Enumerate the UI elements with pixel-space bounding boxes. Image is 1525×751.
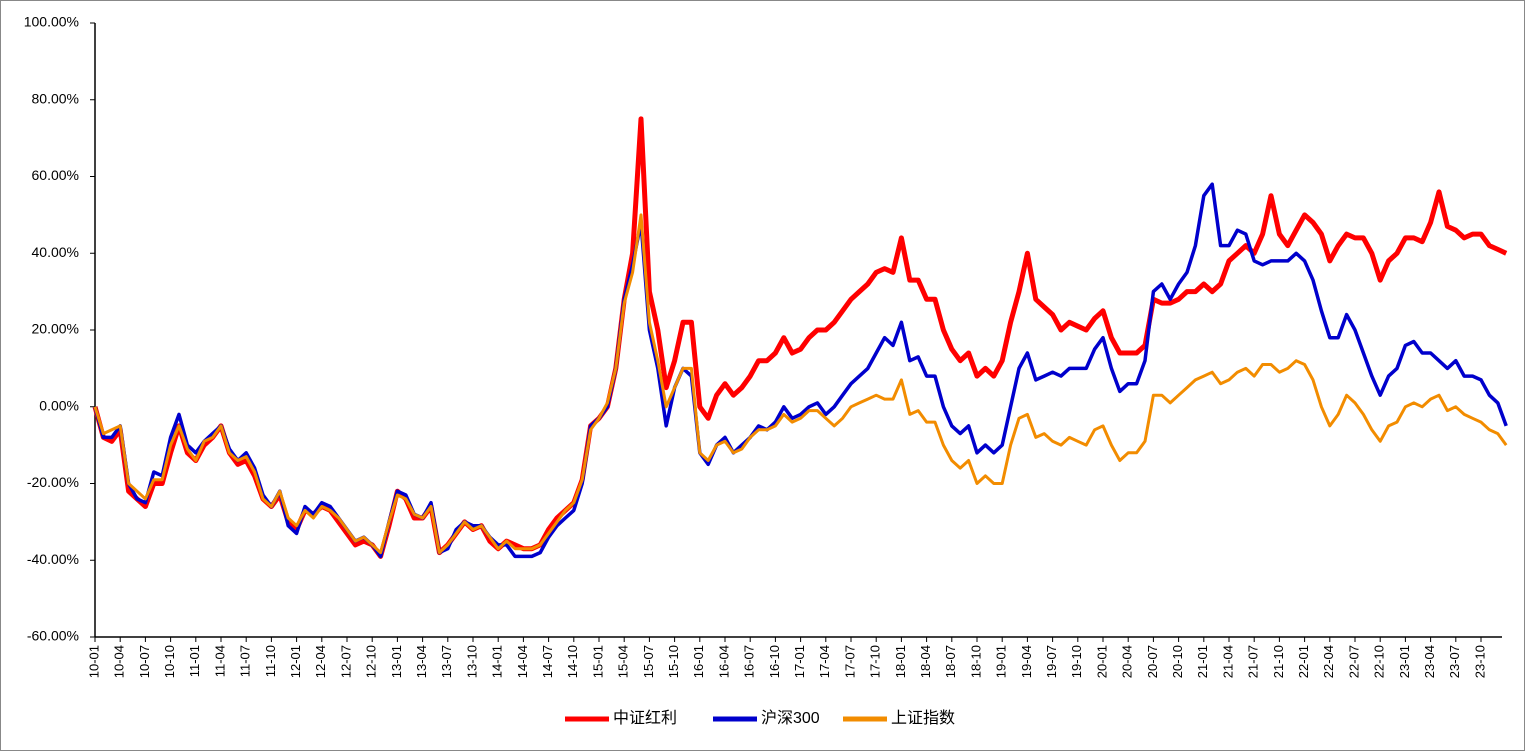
x-tick-label: 16-01 xyxy=(691,645,706,678)
x-tick-label: 11-07 xyxy=(238,645,253,677)
x-tick-label: 13-07 xyxy=(439,645,454,678)
x-tick-label: 23-07 xyxy=(1447,645,1462,678)
x-tick-label: 16-10 xyxy=(767,645,782,678)
y-tick-label: 0.00% xyxy=(39,397,79,413)
x-tick-label: 19-01 xyxy=(994,645,1009,678)
x-tick-label: 20-10 xyxy=(1170,645,1185,678)
x-tick-label: 18-01 xyxy=(893,645,908,678)
legend-label: 上证指数 xyxy=(891,709,955,727)
x-tick-label: 21-01 xyxy=(1195,645,1210,678)
x-tick-label: 19-07 xyxy=(1044,645,1059,678)
x-tick-label: 17-07 xyxy=(842,645,857,678)
x-tick-label: 12-10 xyxy=(364,645,379,678)
x-tick-label: 16-07 xyxy=(742,645,757,678)
x-tick-label: 21-10 xyxy=(1271,645,1286,678)
x-tick-label: 11-04 xyxy=(212,645,227,677)
x-tick-label: 11-10 xyxy=(263,645,278,677)
x-tick-label: 18-04 xyxy=(918,645,933,678)
legend-label: 中证红利 xyxy=(613,709,677,727)
x-tick-label: 17-04 xyxy=(817,645,832,678)
x-tick-label: 14-07 xyxy=(540,645,555,678)
x-tick-label: 20-01 xyxy=(1094,645,1109,678)
x-tick-label: 10-04 xyxy=(112,645,127,678)
x-tick-label: 22-01 xyxy=(1296,645,1311,678)
x-tick-label: 12-01 xyxy=(288,645,303,678)
x-tick-label: 10-01 xyxy=(86,645,101,678)
y-tick-label: 60.00% xyxy=(32,167,79,183)
x-tick-label: 14-10 xyxy=(565,645,580,678)
x-tick-label: 19-10 xyxy=(1069,645,1084,678)
x-tick-label: 14-01 xyxy=(490,645,505,678)
y-tick-label: 40.00% xyxy=(32,244,79,260)
x-tick-label: 15-07 xyxy=(641,645,656,678)
x-tick-label: 15-04 xyxy=(616,645,631,678)
x-tick-label: 23-10 xyxy=(1472,645,1487,678)
x-tick-label: 13-04 xyxy=(414,645,429,678)
x-tick-label: 18-10 xyxy=(968,645,983,678)
x-tick-label: 16-04 xyxy=(716,645,731,678)
x-tick-label: 14-04 xyxy=(515,645,530,678)
x-tick-label: 17-10 xyxy=(868,645,883,678)
x-tick-label: 22-10 xyxy=(1372,645,1387,678)
x-tick-label: 23-04 xyxy=(1422,645,1437,678)
x-tick-label: 13-01 xyxy=(389,645,404,678)
y-tick-label: 20.00% xyxy=(32,321,79,337)
x-tick-label: 22-04 xyxy=(1321,645,1336,678)
x-tick-label: 10-07 xyxy=(137,645,152,678)
x-tick-label: 15-10 xyxy=(666,645,681,678)
y-tick-label: -20.00% xyxy=(27,474,79,490)
x-tick-label: 15-01 xyxy=(590,645,605,678)
y-tick-label: -60.00% xyxy=(27,628,79,644)
x-tick-label: 17-01 xyxy=(792,645,807,678)
x-tick-label: 12-04 xyxy=(313,645,328,678)
legend-label: 沪深300 xyxy=(761,709,820,727)
y-tick-label: -40.00% xyxy=(27,551,79,567)
x-tick-label: 21-07 xyxy=(1246,645,1261,678)
x-tick-label: 23-01 xyxy=(1397,645,1412,678)
x-tick-label: 20-07 xyxy=(1145,645,1160,678)
y-tick-label: 100.00% xyxy=(24,14,79,30)
x-tick-label: 22-07 xyxy=(1346,645,1361,678)
x-tick-label: 19-04 xyxy=(1019,645,1034,678)
x-tick-label: 21-04 xyxy=(1220,645,1235,678)
x-tick-label: 11-01 xyxy=(187,645,202,677)
x-tick-label: 12-07 xyxy=(338,645,353,678)
series-line xyxy=(93,182,1508,559)
x-tick-label: 13-10 xyxy=(464,645,479,678)
x-tick-label: 10-10 xyxy=(162,645,177,678)
series-line xyxy=(93,213,1508,555)
x-tick-label: 18-07 xyxy=(943,645,958,678)
x-tick-label: 20-04 xyxy=(1120,645,1135,678)
y-tick-label: 80.00% xyxy=(32,90,79,106)
